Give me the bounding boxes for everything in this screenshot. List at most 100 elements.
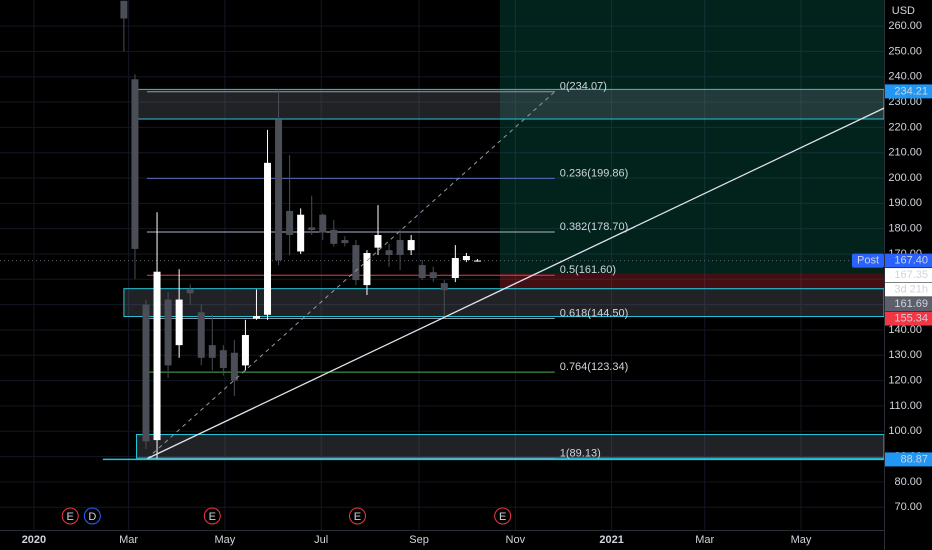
y-tick-label: 190.00 [888,197,922,209]
candle-body [319,214,327,233]
event-marker [348,507,366,525]
candle-body [462,256,470,261]
event-marker [61,507,79,525]
candle-body [175,299,183,346]
candle-body [230,352,238,381]
y-tick-label: 220.00 [888,121,922,133]
y-tick-label: 230.00 [888,96,922,108]
candle-body [164,299,172,366]
candle-body [396,240,404,255]
event-label: E [499,511,506,523]
candle-body [241,335,249,366]
event-label: E [67,511,74,523]
fib-label: 0.382(178.70) [560,221,629,233]
candle-body [374,234,382,248]
event-label: E [209,511,216,523]
candle-body [418,265,426,279]
x-tick-label: Jul [314,534,328,546]
y-tick-label: 130.00 [888,349,922,361]
event-marker [83,507,101,525]
candle-body [153,271,161,441]
x-tick-label: Nov [506,534,526,546]
candle-body [286,210,294,235]
y-tick-label: 80.00 [894,476,922,488]
candle-body [429,272,437,279]
event-label: D [88,511,96,523]
price-label-prefix: Post [857,254,879,266]
zone [136,88,885,120]
x-tick-label: 2020 [22,534,46,546]
y-tick-label: 200.00 [888,172,922,184]
price-label: 167.40 [894,254,928,266]
x-tick-label: Mar [695,534,714,546]
candle-body [208,345,216,358]
price-label-bg [885,84,932,99]
dashed-line [146,91,556,460]
candle-body [330,229,338,244]
price-label: 161.69 [894,298,928,310]
countdown-bg [885,282,932,297]
price-label-bg [885,297,932,312]
price-label-bg [885,311,932,326]
candle-body [186,289,194,294]
zone [123,288,885,318]
candle-body [142,304,150,442]
price-label: 167.35 [894,269,928,281]
trendline [146,107,885,460]
zone [136,434,885,459]
x-tick-label: May [215,534,236,546]
x-tick-label: 2021 [599,534,623,546]
currency: USD [892,5,915,17]
y-tick-label: 110.00 [889,400,922,412]
x-tick-label: Sep [409,534,429,546]
y-tick-label: 260.00 [888,20,922,32]
y-tick-label: 70.00 [894,501,922,513]
candle-body [363,252,371,286]
y-tick-label: 180.00 [888,223,922,235]
event-marker [494,507,512,525]
price-label-bg [885,452,932,467]
y-tick-label: 140.00 [888,324,922,336]
fib-label: 0(234.07) [560,81,607,93]
candle-body [275,119,283,261]
y-tick-label: 240.00 [888,71,922,83]
candle-body [308,227,316,230]
candles [120,0,481,459]
candle-body [407,240,415,251]
event-label: E [354,511,361,523]
candle-body [473,260,481,262]
fib-label: 0.236(199.86) [560,167,629,179]
x-tick-label: Mar [119,534,138,546]
candle-body [352,245,360,281]
price-label: 234.21 [894,85,928,97]
y-tick-label: 120.00 [888,375,922,387]
price-label: 88.87 [900,453,928,465]
countdown: 3d 21h [894,283,928,295]
candle-body [252,316,260,319]
candle-body [264,162,272,315]
fib-label: 0.764(123.34) [560,361,629,373]
price-label-bg [885,268,932,283]
candle-body [197,312,205,358]
candle-body [341,240,349,244]
candle-body [297,214,305,252]
drawing-layer: 0(234.07) 0.236(199.86) 0.382(178.70) 0.5(1… [123,81,885,460]
price-label: 155.34 [894,312,928,324]
x-tick-label: May [791,534,812,546]
event-marker [203,507,221,525]
candle-body [451,258,459,279]
position-target-zone [500,0,884,274]
fib-label: 1(89.13) [560,448,601,460]
position-stop-zone [500,273,884,290]
candle-body [219,350,227,368]
y-tick-label: 100.00 [888,425,922,437]
y-tick-label: 250.00 [888,45,922,57]
fib-label: 0.5(161.60) [560,264,616,276]
fib-label: 0.618(144.50) [560,307,629,319]
price-label-bg [885,253,932,268]
y-tick-label: 210.00 [888,147,922,159]
candle-body [120,0,128,19]
